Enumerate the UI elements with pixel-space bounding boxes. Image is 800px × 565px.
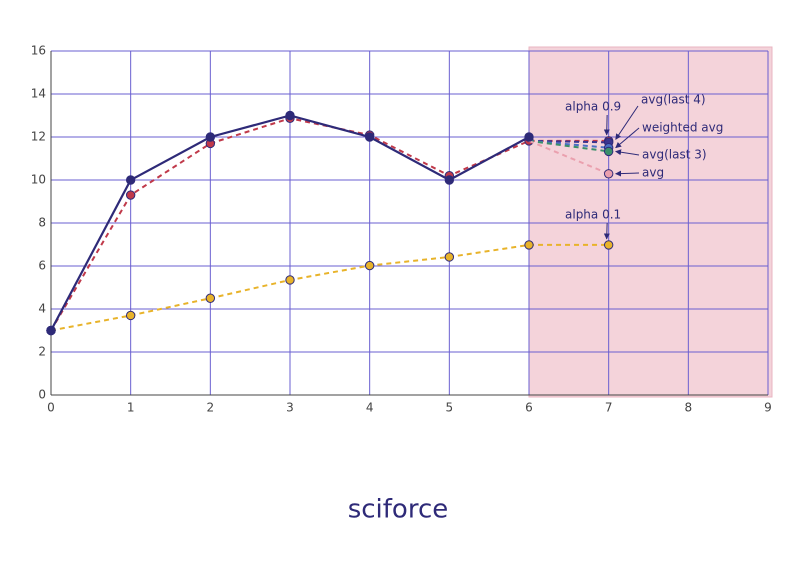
y-tick-label: 12 bbox=[31, 130, 46, 144]
data-point bbox=[285, 110, 295, 121]
y-tick-label: 14 bbox=[31, 87, 46, 101]
annotation: avg(last 4) bbox=[641, 93, 706, 107]
annotation: alpha 0.9 bbox=[565, 100, 621, 114]
data-point bbox=[364, 132, 375, 142]
annotation-arrow bbox=[615, 105, 639, 140]
x-tick-label: 6 bbox=[525, 401, 533, 415]
y-tick-label: 0 bbox=[38, 388, 46, 402]
y-tick-label: 8 bbox=[38, 216, 46, 230]
annotation: weighted avg bbox=[642, 121, 723, 135]
data-point bbox=[125, 175, 136, 185]
y-tick-label: 6 bbox=[38, 259, 46, 273]
data-point bbox=[285, 275, 295, 285]
series-line bbox=[528, 139, 609, 153]
y-tick-label: 10 bbox=[31, 173, 46, 187]
x-tick-label: 3 bbox=[286, 401, 294, 415]
forecast-region bbox=[528, 46, 773, 398]
y-tick-label: 2 bbox=[38, 345, 46, 359]
data-point bbox=[46, 325, 56, 336]
annotation-arrow bbox=[615, 127, 640, 149]
x-tick-label: 7 bbox=[605, 401, 613, 415]
data-point bbox=[603, 169, 614, 179]
y-tick-label: 4 bbox=[38, 302, 46, 316]
data-point bbox=[205, 293, 216, 303]
data-point bbox=[125, 310, 136, 321]
x-tick-label: 2 bbox=[207, 401, 215, 415]
annotation-arrow bbox=[615, 149, 640, 156]
data-point bbox=[444, 252, 455, 262]
x-tick-label: 5 bbox=[446, 401, 454, 415]
x-tick-label: 1 bbox=[127, 401, 135, 415]
data-point bbox=[603, 146, 614, 157]
annotation: avg(last 3) bbox=[642, 148, 707, 162]
x-tick-label: 0 bbox=[47, 401, 55, 415]
data-point bbox=[205, 132, 216, 142]
x-tick-label: 4 bbox=[366, 401, 374, 415]
data-point bbox=[603, 240, 614, 250]
y-tick-label: 16 bbox=[31, 44, 46, 58]
annotation-arrow bbox=[615, 170, 640, 177]
x-tick-label: 9 bbox=[764, 401, 772, 415]
data-point bbox=[125, 190, 136, 200]
data-point bbox=[444, 175, 455, 185]
x-tick-label: 8 bbox=[685, 401, 693, 415]
data-point bbox=[524, 132, 534, 142]
data-point bbox=[524, 240, 534, 250]
annotation: avg bbox=[642, 166, 664, 180]
annotation: alpha 0.1 bbox=[565, 208, 621, 222]
series-line bbox=[50, 243, 609, 332]
series-line bbox=[50, 117, 609, 332]
data-point bbox=[364, 260, 375, 271]
logo: sciforce bbox=[348, 495, 449, 525]
